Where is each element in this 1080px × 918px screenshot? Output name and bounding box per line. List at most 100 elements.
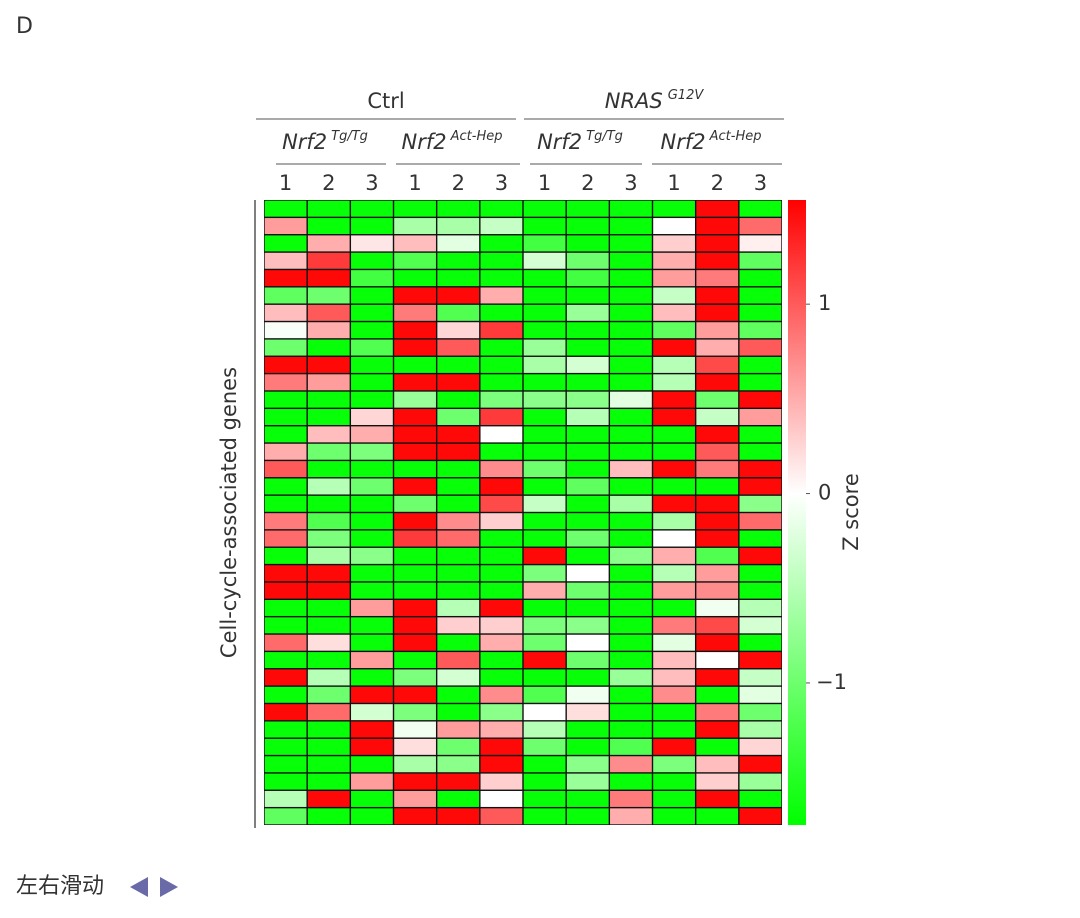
heatmap-cell bbox=[566, 426, 609, 443]
heatmap-cell bbox=[739, 461, 782, 478]
heatmap-cell bbox=[696, 652, 739, 669]
heatmap-cell bbox=[739, 530, 782, 547]
heatmap-cell bbox=[394, 322, 436, 339]
heatmap-cell bbox=[480, 756, 523, 773]
heatmap-cell bbox=[264, 773, 307, 790]
heatmap-cell bbox=[351, 322, 393, 339]
heatmap-cell bbox=[351, 287, 393, 304]
heatmap-cell bbox=[696, 478, 739, 495]
heatmap-cell bbox=[739, 339, 782, 356]
heatmap-cell bbox=[696, 634, 739, 651]
heatmap-cell bbox=[653, 790, 695, 807]
heatmap-cell bbox=[739, 270, 782, 287]
heatmap-cell bbox=[523, 513, 566, 530]
heatmap-cell bbox=[696, 669, 739, 686]
heatmap-cell bbox=[523, 634, 566, 651]
heatmap-cell bbox=[351, 617, 393, 634]
heatmap-cell bbox=[566, 409, 609, 425]
heatmap-cell bbox=[437, 773, 480, 790]
heatmap-cell bbox=[351, 704, 393, 721]
heatmap-cell bbox=[653, 461, 695, 478]
arrow-right[interactable] bbox=[160, 877, 178, 897]
heatmap-cell bbox=[264, 200, 307, 217]
scroll-hint: 左右滑动 bbox=[16, 874, 104, 899]
heatmap-cell bbox=[653, 304, 695, 321]
heatmap-cell bbox=[264, 669, 307, 686]
heatmap-cell bbox=[480, 426, 523, 443]
heatmap-cell bbox=[739, 478, 782, 495]
column-label: 1 bbox=[667, 171, 680, 195]
heatmap-cell bbox=[523, 339, 566, 356]
heatmap-cell bbox=[739, 565, 782, 582]
heatmap-cell bbox=[437, 513, 480, 530]
heatmap-cell bbox=[480, 600, 523, 616]
heatmap-cell bbox=[264, 339, 307, 356]
heatmap-cell bbox=[739, 652, 782, 669]
heatmap-cell bbox=[696, 686, 739, 703]
heatmap-cell bbox=[351, 738, 393, 755]
heatmap-cell bbox=[264, 252, 307, 269]
heatmap-cell bbox=[696, 235, 739, 252]
heatmap-cell bbox=[307, 426, 350, 443]
heatmap-cell bbox=[351, 773, 393, 790]
subgroup-label: Nrf2 Act-Hep bbox=[402, 129, 503, 155]
heatmap-cell bbox=[437, 600, 480, 616]
heatmap-cell bbox=[307, 686, 350, 703]
column-label: 3 bbox=[495, 171, 508, 195]
heatmap-cell bbox=[566, 218, 609, 235]
heatmap-cell bbox=[437, 565, 480, 582]
subgroup-sup: Tg/Tg bbox=[331, 129, 368, 144]
heatmap-cell bbox=[523, 478, 566, 495]
heatmap-cell bbox=[566, 322, 609, 339]
heatmap-cell bbox=[610, 513, 652, 530]
heatmap-cell bbox=[264, 600, 307, 616]
heatmap-cell bbox=[351, 808, 393, 825]
heatmap-cell bbox=[264, 374, 307, 391]
heatmap-cell bbox=[653, 756, 695, 773]
heatmap-cell bbox=[480, 634, 523, 651]
heatmap-cell bbox=[351, 652, 393, 669]
heatmap-cell bbox=[307, 530, 350, 547]
heatmap-cell bbox=[307, 409, 350, 425]
heatmap-cell bbox=[566, 252, 609, 269]
heatmap-cell bbox=[307, 756, 350, 773]
heatmap-cell bbox=[566, 634, 609, 651]
heatmap-cell bbox=[566, 513, 609, 530]
heatmap-cell bbox=[264, 547, 307, 564]
heatmap-cell bbox=[307, 790, 350, 807]
heatmap-cell bbox=[523, 235, 566, 252]
heatmap-cell bbox=[523, 409, 566, 425]
heatmap-cell bbox=[480, 443, 523, 460]
heatmap-cell bbox=[351, 252, 393, 269]
heatmap-cell bbox=[394, 443, 436, 460]
heatmap-cell bbox=[394, 304, 436, 321]
heatmap-cell bbox=[480, 252, 523, 269]
heatmap-cell bbox=[264, 409, 307, 425]
heatmap-cell bbox=[566, 704, 609, 721]
heatmap-cell bbox=[351, 547, 393, 564]
heatmap-cell bbox=[653, 565, 695, 582]
heatmap-cell bbox=[523, 322, 566, 339]
heatmap-cell bbox=[739, 582, 782, 599]
heatmap-cell bbox=[437, 304, 480, 321]
heatmap-cell bbox=[696, 409, 739, 425]
heatmap-cell bbox=[739, 721, 782, 738]
heatmap-cell bbox=[696, 513, 739, 530]
panel-label: D bbox=[16, 14, 33, 39]
heatmap-cell bbox=[610, 790, 652, 807]
heatmap-cell bbox=[264, 270, 307, 287]
heatmap-cell bbox=[523, 287, 566, 304]
heatmap-cell bbox=[307, 304, 350, 321]
heatmap-cell bbox=[480, 461, 523, 478]
heatmap-cell bbox=[653, 478, 695, 495]
heatmap-cell bbox=[437, 200, 480, 217]
heatmap-cell bbox=[307, 287, 350, 304]
arrow-left[interactable] bbox=[130, 877, 148, 897]
heatmap-cell bbox=[566, 478, 609, 495]
heatmap-cell bbox=[523, 304, 566, 321]
heatmap-cell bbox=[696, 582, 739, 599]
heatmap-cell bbox=[437, 287, 480, 304]
heatmap-cell bbox=[394, 409, 436, 425]
heatmap-cell bbox=[653, 409, 695, 425]
